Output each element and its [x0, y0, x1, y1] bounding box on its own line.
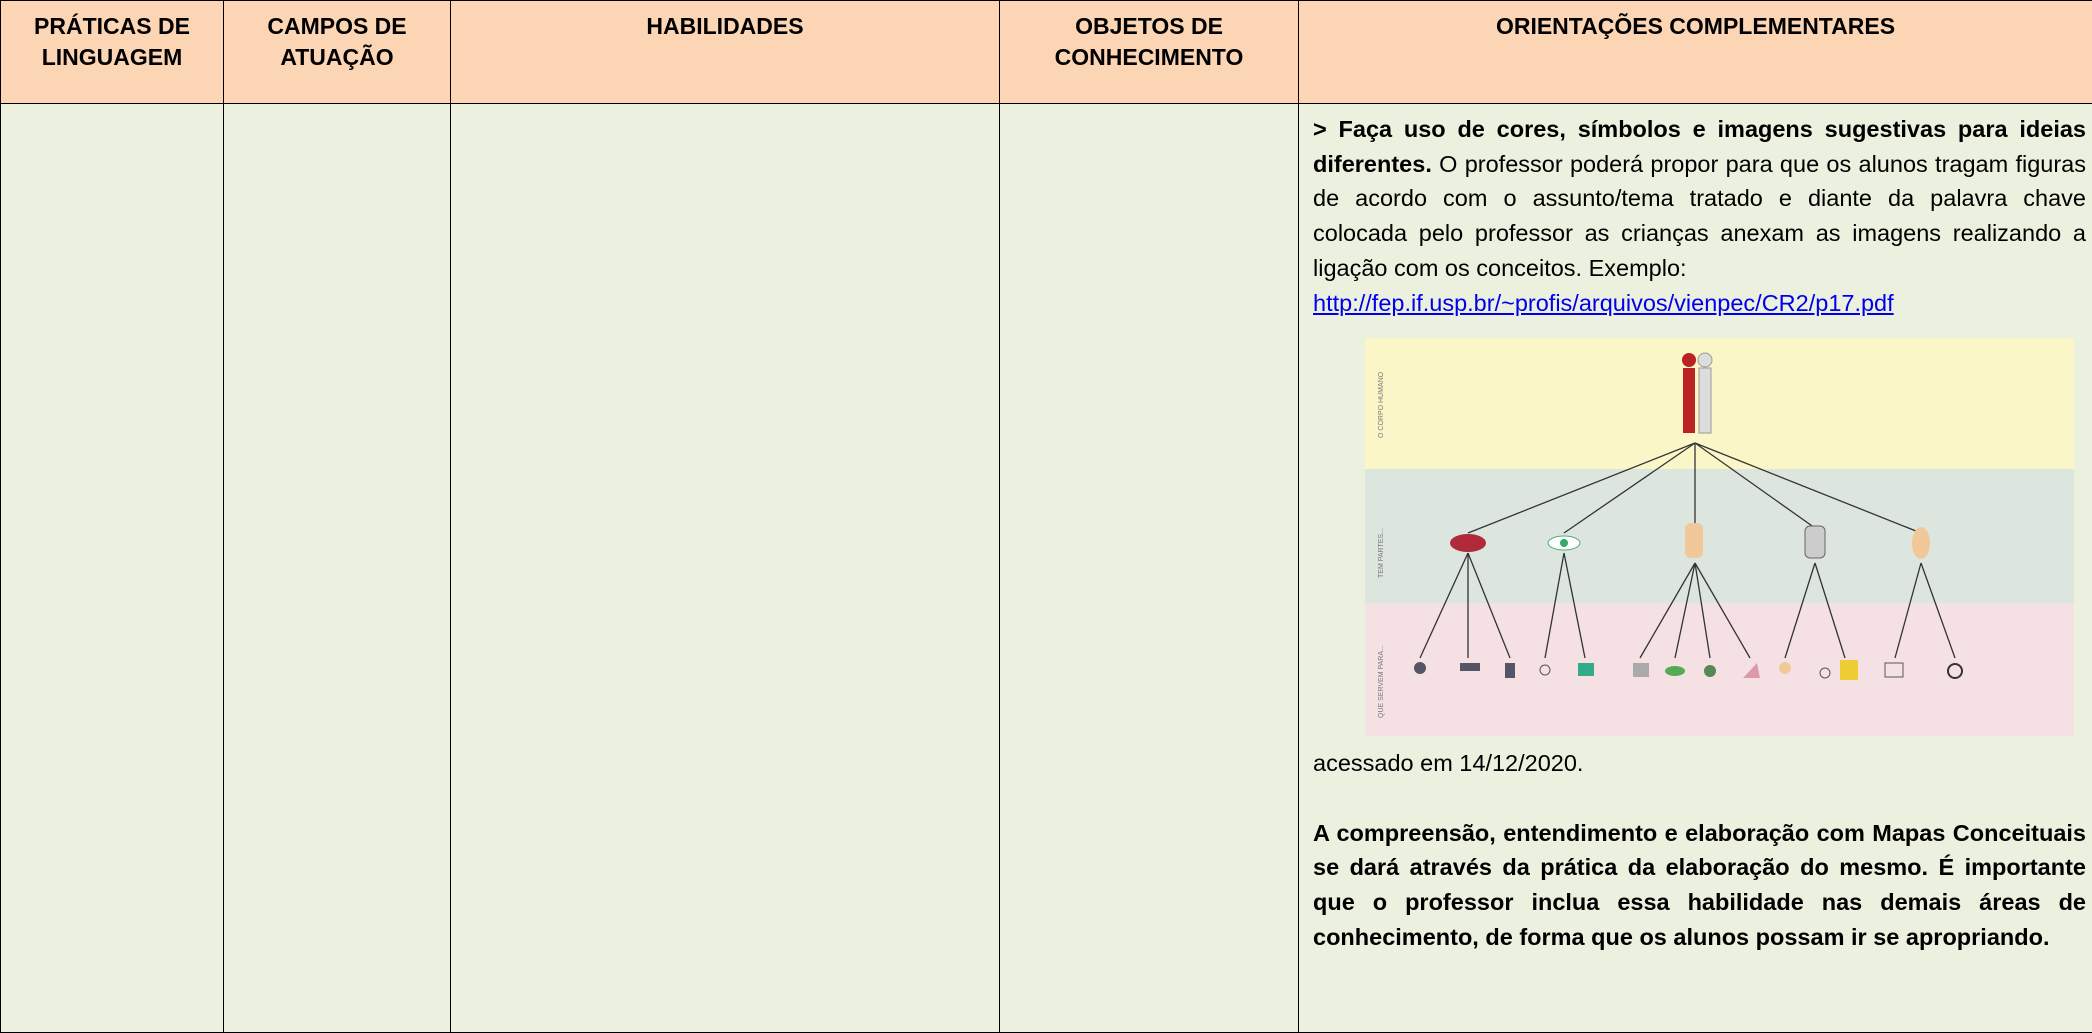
cell	[0, 103, 224, 1033]
header-cell: PRÁTICAS DE LINGUAGEM	[0, 0, 224, 104]
concept-map-figure: O CORPO HUMANO TEM PARTES... QUE SERVEM …	[1365, 338, 2074, 737]
header-cell: ORIENTAÇÕES COMPLEMENTARES	[1298, 0, 2092, 104]
cell: > Faça uso de cores, símbolos e imagens …	[1298, 103, 2092, 1033]
cell	[223, 103, 451, 1033]
intro: > Faça uso de cores, símbolos e imagens …	[1313, 112, 2086, 320]
header-cell: HABILIDADES	[450, 0, 1000, 104]
header-row: PRÁTICAS DE LINGUAGEM CAMPOS DE ATUAÇÃO …	[0, 0, 2092, 104]
guidance: > Faça uso de cores, símbolos e imagens …	[1299, 104, 2092, 954]
figure-label: O CORPO HUMANO	[1378, 372, 1385, 439]
figure-label: TEM PARTES...	[1378, 528, 1385, 578]
link[interactable]: http://fep.if.usp.br/~profis/arquivos/vi…	[1313, 289, 1894, 316]
figure-label: QUE SERVEM PARA...	[1378, 645, 1385, 718]
header-cell: CAMPOS DE ATUAÇÃO	[223, 0, 451, 104]
cell	[450, 103, 1000, 1033]
accessed-note: acessado em 14/12/2020.	[1313, 750, 1584, 777]
intro-text: O professor poderá propor para que os al…	[1313, 150, 2087, 281]
body-row: > Faça uso de cores, símbolos e imagens …	[0, 103, 2092, 1033]
intro-bold: > Faça uso de cores, símbolos e imagens …	[1313, 116, 2086, 177]
cell	[999, 103, 1299, 1033]
header-cell: OBJETOS DE CONHECIMENTO	[999, 0, 1299, 104]
closing-paragraph: A compreensão, entendimento e elaboração…	[1313, 819, 2086, 950]
